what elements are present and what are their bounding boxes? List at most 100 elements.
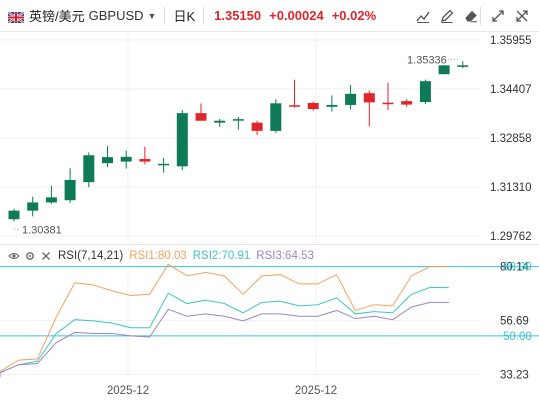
rsi-line-2	[0, 286, 449, 378]
pen-icon[interactable]	[438, 7, 456, 25]
candlestick-series	[8, 61, 469, 222]
candle	[382, 82, 394, 110]
candle-body	[8, 210, 20, 220]
candle-body	[120, 156, 132, 162]
time-axis-label: 2025-12	[107, 385, 149, 397]
price-annotations: 1.35336 1.30381	[14, 54, 459, 236]
candle-body	[307, 103, 319, 110]
candle-body	[289, 105, 300, 107]
high-price-label: 1.35336	[407, 54, 447, 66]
candle	[158, 157, 170, 173]
candle	[195, 103, 207, 121]
rsi-legend: RSI(7,14,21) RSI1:80.03 RSI2:70.91 RSI3:…	[8, 248, 314, 264]
price-axis-label: 1.29762	[490, 231, 532, 243]
price-axis: 1.35955 1.34407 1.32858 1.31310 1.29762	[490, 35, 532, 243]
symbol-name[interactable]: 英镑/美元	[29, 9, 85, 24]
candle	[251, 120, 263, 135]
candle-body	[457, 65, 469, 67]
candle	[214, 118, 226, 127]
candle-body	[438, 65, 450, 75]
candle	[307, 101, 319, 111]
candle	[289, 79, 300, 108]
close-icon[interactable]	[40, 250, 52, 262]
price-change: +0.00024	[269, 8, 324, 23]
candle-body	[232, 119, 244, 121]
price-axis-label: 1.34407	[490, 84, 532, 96]
candle	[176, 109, 188, 171]
rsi1-legend-value: RSI1:80.03	[129, 250, 187, 262]
candle-body	[382, 102, 394, 105]
candle-body	[64, 179, 76, 201]
eraser-icon[interactable]	[462, 7, 480, 25]
price-grid	[0, 33, 480, 242]
candle	[8, 208, 20, 222]
fullscreen-icon[interactable]	[513, 7, 531, 25]
last-price: 1.35150	[214, 8, 262, 23]
candle-body	[401, 101, 413, 105]
settings-icon[interactable]	[24, 250, 36, 262]
rsi3-legend-value: RSI3:64.53	[256, 250, 314, 262]
rsi-level-label: 50.00	[503, 331, 532, 343]
candle-body	[83, 155, 95, 183]
symbol-code[interactable]: GBPUSD	[88, 8, 144, 23]
caret-down-icon[interactable]: ▼	[147, 10, 157, 21]
rsi-indicator-title[interactable]: RSI(7,14,21)	[58, 250, 124, 262]
rsi2-legend-value: RSI2:70.91	[192, 250, 251, 262]
chart-toolbar: 英镑/美元 GBPUSD ▼ 日K 1.35150 +0.00024 +0.02…	[0, 0, 539, 32]
candle	[438, 65, 450, 75]
candle-body	[270, 103, 282, 131]
rsi-level-label: 80.00	[503, 262, 532, 274]
candle-body	[158, 163, 170, 166]
toolbar-divider	[480, 7, 481, 25]
rsi-axis-label: 56.69	[500, 315, 529, 327]
candle-body	[176, 113, 188, 167]
candle	[457, 61, 469, 69]
price-change-percent: +0.02%	[331, 8, 377, 23]
time-axis: 2025-12 2025-12	[107, 385, 337, 397]
rsi-line-1	[0, 263, 449, 377]
candle	[139, 146, 151, 165]
candle-body	[139, 159, 151, 162]
rsi-axis-label: 33.23	[500, 370, 529, 382]
candle-body	[214, 120, 226, 123]
candle	[345, 84, 357, 110]
candle	[363, 90, 375, 127]
candle-body	[345, 93, 357, 105]
toolbar-divider	[164, 6, 166, 25]
price-axis-label: 1.35955	[490, 35, 532, 47]
price-axis-label: 1.32858	[490, 133, 532, 145]
rsi-series	[0, 263, 449, 378]
rsi-line-3	[0, 301, 449, 378]
candle-body	[326, 104, 338, 107]
price-axis-label: 1.31310	[490, 182, 532, 194]
candle	[27, 196, 39, 217]
candle-body	[45, 197, 57, 203]
candle	[419, 79, 431, 104]
candle	[120, 150, 132, 169]
rsi-grid	[0, 265, 539, 378]
eye-icon[interactable]	[8, 250, 20, 262]
time-axis-label: 2025-12	[295, 385, 337, 397]
candle-body	[419, 81, 431, 103]
draw-tools-icon[interactable]	[489, 7, 507, 25]
candle-body	[102, 157, 113, 164]
compare-icon[interactable]	[414, 7, 432, 25]
candle	[102, 146, 113, 167]
candle	[401, 99, 413, 107]
candle-body	[363, 93, 375, 103]
flag-uk-icon	[7, 10, 25, 24]
rsi-axis-label: 80.14	[500, 261, 529, 273]
candle-body	[251, 122, 263, 131]
timeframe-selector[interactable]: 日K	[173, 9, 196, 24]
low-price-label: 1.30381	[22, 224, 62, 236]
toolbar-divider	[203, 6, 205, 25]
candle-body	[195, 113, 207, 121]
candle	[326, 95, 338, 112]
candle	[83, 152, 95, 188]
candle-body	[27, 202, 39, 211]
candle	[232, 116, 244, 130]
candle	[64, 168, 76, 204]
candle	[45, 185, 57, 204]
candle	[270, 99, 282, 133]
